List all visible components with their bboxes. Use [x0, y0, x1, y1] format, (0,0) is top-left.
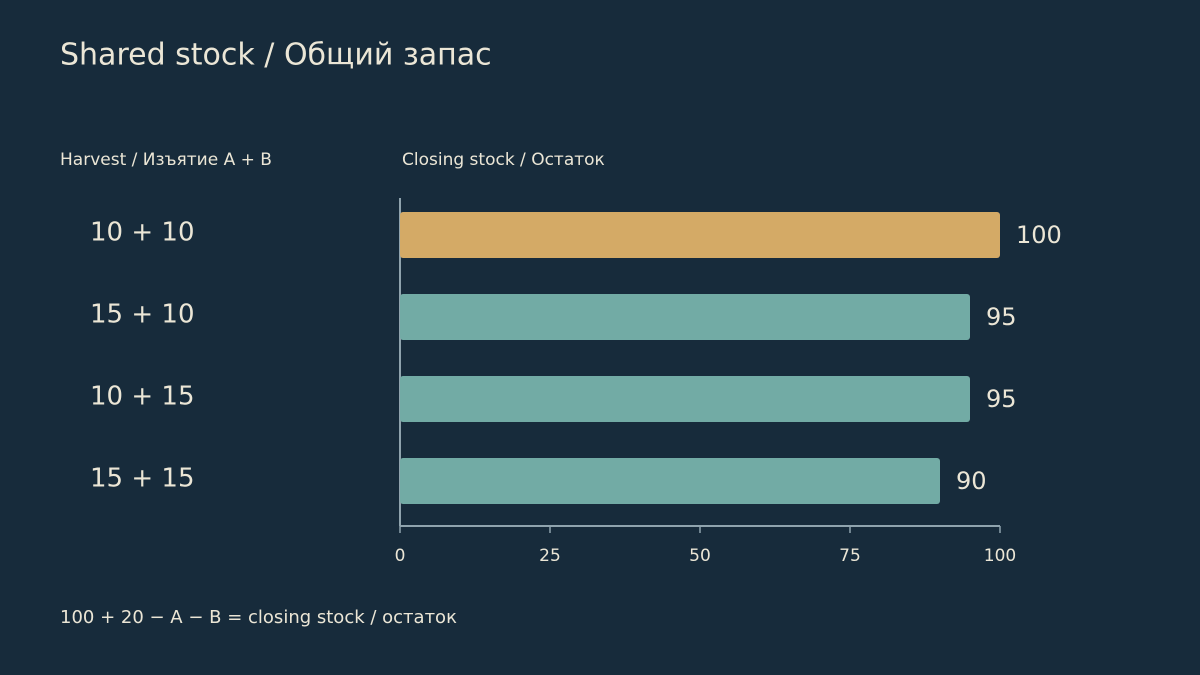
- chart-title: Shared stock / Общий запас: [60, 38, 492, 73]
- bar: [400, 458, 940, 504]
- value-label: 95: [986, 385, 1017, 413]
- category-label: 10 + 10: [90, 218, 194, 248]
- x-tick-label: 75: [839, 546, 861, 566]
- value-header: Closing stock / Остаток: [402, 150, 605, 170]
- value-label: 90: [956, 467, 987, 495]
- category-label: 10 + 15: [90, 382, 194, 412]
- category-label: 15 + 10: [90, 300, 194, 330]
- value-label: 100: [1016, 221, 1062, 249]
- bar: [400, 294, 970, 340]
- category-header: Harvest / Изъятие A + B: [60, 150, 272, 170]
- value-label: 95: [986, 303, 1017, 331]
- x-tick-label: 0: [395, 546, 406, 566]
- x-tick-label: 100: [984, 546, 1016, 566]
- x-tick-label: 25: [539, 546, 561, 566]
- footnote: 100 + 20 − A − B = closing stock / остат…: [60, 607, 457, 628]
- category-label: 15 + 15: [90, 464, 194, 494]
- bar: [400, 212, 1000, 258]
- bar: [400, 376, 970, 422]
- x-tick-label: 50: [689, 546, 711, 566]
